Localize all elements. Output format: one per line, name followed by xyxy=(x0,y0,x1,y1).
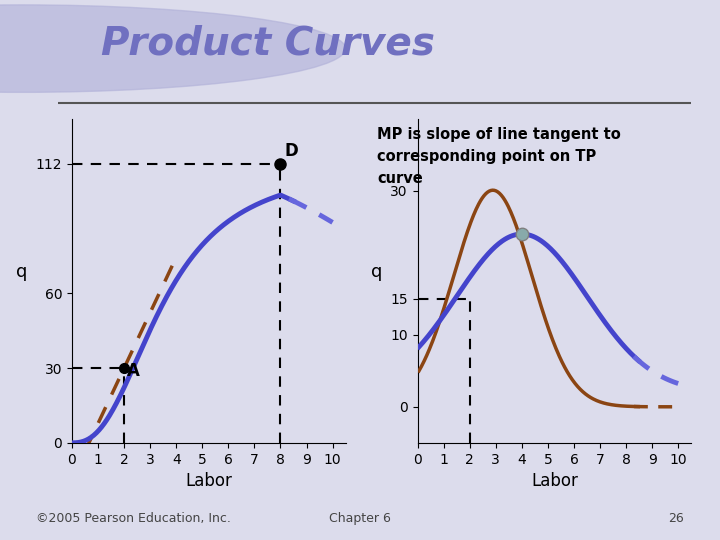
Text: 26: 26 xyxy=(668,512,684,525)
X-axis label: Labor: Labor xyxy=(185,472,233,490)
Text: A: A xyxy=(127,361,140,380)
Text: Product Curves: Product Curves xyxy=(101,25,435,63)
Text: Chapter 6: Chapter 6 xyxy=(329,512,391,525)
X-axis label: Labor: Labor xyxy=(531,472,578,490)
Text: ©2005 Pearson Education, Inc.: ©2005 Pearson Education, Inc. xyxy=(36,512,231,525)
Circle shape xyxy=(0,5,346,92)
Text: D: D xyxy=(284,142,298,160)
Text: MP is slope of line tangent to
corresponding point on TP
curve: MP is slope of line tangent to correspon… xyxy=(377,127,621,186)
Y-axis label: q: q xyxy=(17,263,27,281)
Y-axis label: q: q xyxy=(371,263,382,281)
